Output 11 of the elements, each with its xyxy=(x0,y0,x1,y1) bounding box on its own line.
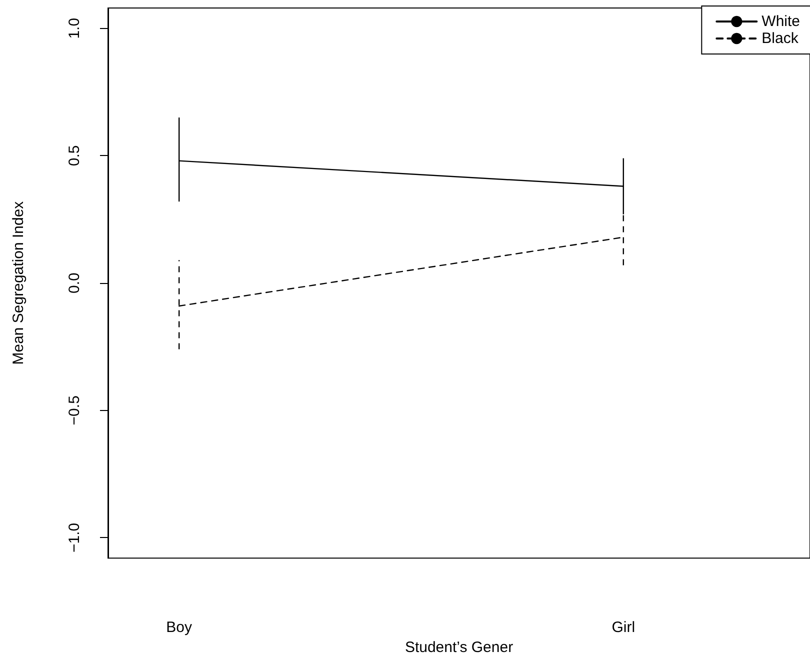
legend-label: White xyxy=(762,13,800,30)
y-tick-label: 0.0 xyxy=(66,272,83,294)
y-tick-label: −0.5 xyxy=(66,396,83,426)
x-tick-label: Boy xyxy=(166,619,193,636)
x-axis-title: Student’s Gener xyxy=(404,639,514,656)
y-axis-title: Mean Segregation Index xyxy=(10,200,27,365)
x-tick-label: Girl xyxy=(612,619,636,636)
y-tick-label: −1.0 xyxy=(66,522,83,553)
y-tick-label: 1.0 xyxy=(66,18,83,39)
legend-label: Black xyxy=(762,30,799,47)
y-tick-label: 0.5 xyxy=(66,145,83,166)
